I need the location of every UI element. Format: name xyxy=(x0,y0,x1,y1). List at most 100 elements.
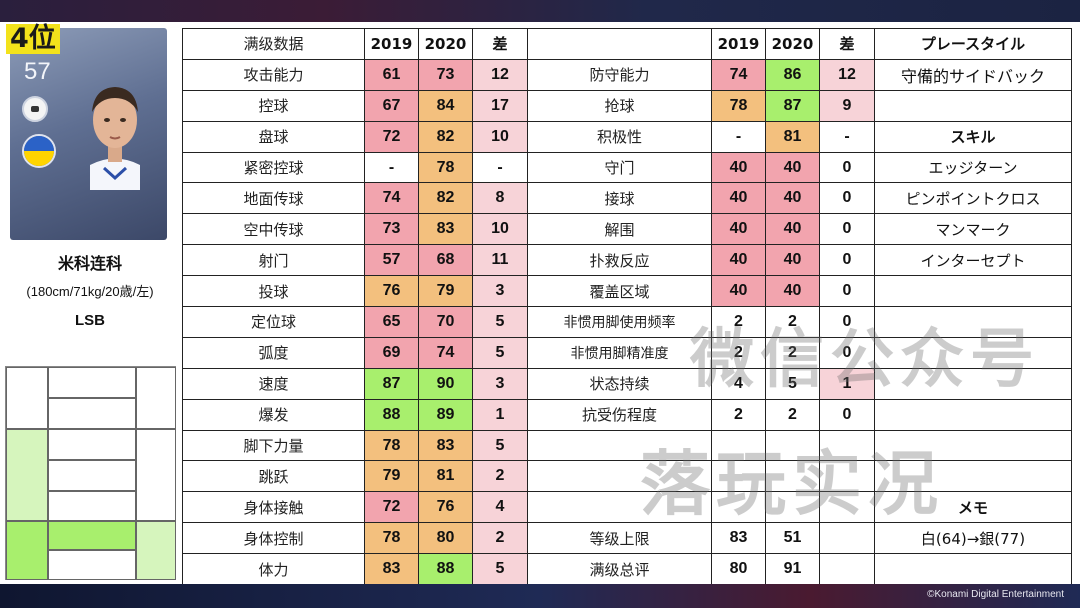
stat-2019: - xyxy=(364,151,419,184)
stat-diff: 3 xyxy=(472,275,528,308)
stat-label: 解围 xyxy=(527,213,712,246)
attack-stat-row: 脚下力量 78 83 5 xyxy=(182,429,528,462)
stat-2019 xyxy=(711,460,766,493)
stat-2020: 40 xyxy=(765,182,820,215)
stat-2020: 84 xyxy=(418,89,473,122)
stat-2020: 79 xyxy=(418,275,473,308)
stat-label: 接球 xyxy=(527,182,712,215)
stat-2019: 69 xyxy=(364,336,419,369)
attack-stat-row: 身体接触 72 76 4 xyxy=(182,491,528,524)
stat-2020: 80 xyxy=(418,522,473,555)
empty-cell xyxy=(874,429,1072,462)
bottom-banner xyxy=(0,584,1080,608)
copyright-text: ©Konami Digital Entertainment xyxy=(927,589,1064,600)
player-rating: 57 xyxy=(24,58,51,85)
empty-cell xyxy=(874,367,1072,400)
stat-2019: 2 xyxy=(711,306,766,338)
defense-stat-row: 抗受伤程度 2 2 0 xyxy=(527,398,875,431)
stat-diff: 0 xyxy=(819,306,875,338)
stat-diff: 0 xyxy=(819,336,875,369)
stat-2019: 61 xyxy=(364,58,419,91)
stat-diff: 2 xyxy=(472,522,528,555)
stat-label: 身体接触 xyxy=(182,491,365,524)
stat-2020: 91 xyxy=(765,553,820,586)
skill-item: マンマーク xyxy=(874,213,1072,246)
player-card: 57 xyxy=(10,28,167,240)
memo-header: メモ xyxy=(874,491,1072,524)
stat-label: 控球 xyxy=(182,89,365,122)
stat-diff: 5 xyxy=(472,306,528,338)
stat-2020: 88 xyxy=(418,553,473,586)
stat-label: 弧度 xyxy=(182,336,365,369)
stat-label xyxy=(527,429,712,462)
stat-2020 xyxy=(765,460,820,493)
stat-2019: 72 xyxy=(364,491,419,524)
stat-label: 跳跃 xyxy=(182,460,365,493)
stat-2019: 2 xyxy=(711,398,766,431)
skill-item: ピンポイントクロス xyxy=(874,182,1072,215)
stat-diff: 0 xyxy=(819,398,875,431)
skill-item: インターセプト xyxy=(874,244,1072,277)
stat-label: 脚下力量 xyxy=(182,429,365,462)
stats-header-label-right xyxy=(527,28,712,60)
defense-stat-row: 满级总评 80 91 xyxy=(527,553,875,586)
stat-label: 抗受伤程度 xyxy=(527,398,712,431)
attack-stat-row: 攻击能力 61 73 12 xyxy=(182,58,528,91)
stat-label: 防守能力 xyxy=(527,58,712,91)
stat-2019: 40 xyxy=(711,213,766,246)
stat-2019: 74 xyxy=(364,182,419,215)
defense-stat-row: 覆盖区域 40 40 0 xyxy=(527,275,875,308)
empty-cell xyxy=(874,398,1072,431)
defense-stat-row: 等级上限 83 51 xyxy=(527,522,875,555)
empty-cell xyxy=(874,336,1072,369)
empty-cell xyxy=(874,275,1072,308)
stat-label: 盘球 xyxy=(182,120,365,153)
stat-2020: 5 xyxy=(765,367,820,400)
defense-stat-row: 非惯用脚使用频率 2 2 0 xyxy=(527,306,875,338)
player-position: LSB xyxy=(75,312,105,329)
stat-2020: 82 xyxy=(418,120,473,153)
header-2020-right: 2020 xyxy=(765,28,820,60)
empty-cell xyxy=(874,553,1072,586)
stat-2019: 57 xyxy=(364,244,419,277)
stat-diff: 5 xyxy=(472,553,528,586)
defense-stat-row: 非惯用脚精准度 2 2 0 xyxy=(527,336,875,369)
stat-2020: 73 xyxy=(418,58,473,91)
rank-badge: 4位 xyxy=(6,24,60,54)
stat-2020: 86 xyxy=(765,58,820,91)
stat-2020: 90 xyxy=(418,367,473,400)
defense-stat-row: 接球 40 40 0 xyxy=(527,182,875,215)
stat-label: 非惯用脚精准度 xyxy=(527,336,712,369)
stat-2019: 79 xyxy=(364,460,419,493)
header-2020: 2020 xyxy=(418,28,473,60)
header-diff-right: 差 xyxy=(819,28,875,60)
attack-stat-row: 体力 83 88 5 xyxy=(182,553,528,586)
stat-2020: 40 xyxy=(765,151,820,184)
stat-diff: 12 xyxy=(472,58,528,91)
stat-diff: 17 xyxy=(472,89,528,122)
playstyle-value: 守備的サイドバック xyxy=(874,58,1072,91)
stat-label: 空中传球 xyxy=(182,213,365,246)
stat-2020: 2 xyxy=(765,306,820,338)
stat-2020: 89 xyxy=(418,398,473,431)
stat-2019: 40 xyxy=(711,275,766,308)
stat-diff: - xyxy=(819,120,875,153)
stat-2020 xyxy=(765,491,820,524)
stat-2019: 83 xyxy=(711,522,766,555)
style-skills-table: プレースタイル 守備的サイドバック スキル エッジターン ピンポイントクロス マ… xyxy=(874,28,1072,586)
stat-label: 投球 xyxy=(182,275,365,308)
stat-2019: 76 xyxy=(364,275,419,308)
stat-diff: 8 xyxy=(472,182,528,215)
attack-stat-row: 投球 76 79 3 xyxy=(182,275,528,308)
playstyle-header: プレースタイル xyxy=(874,28,1072,60)
stat-2020: 87 xyxy=(765,89,820,122)
stat-label: 攻击能力 xyxy=(182,58,365,91)
stat-2019: 87 xyxy=(364,367,419,400)
defense-stat-row xyxy=(527,429,875,462)
stat-label: 积极性 xyxy=(527,120,712,153)
stat-label: 等级上限 xyxy=(527,522,712,555)
stat-diff: 0 xyxy=(819,151,875,184)
stat-diff: 1 xyxy=(472,398,528,431)
stat-2020: 76 xyxy=(418,491,473,524)
attack-stat-row: 速度 87 90 3 xyxy=(182,367,528,400)
